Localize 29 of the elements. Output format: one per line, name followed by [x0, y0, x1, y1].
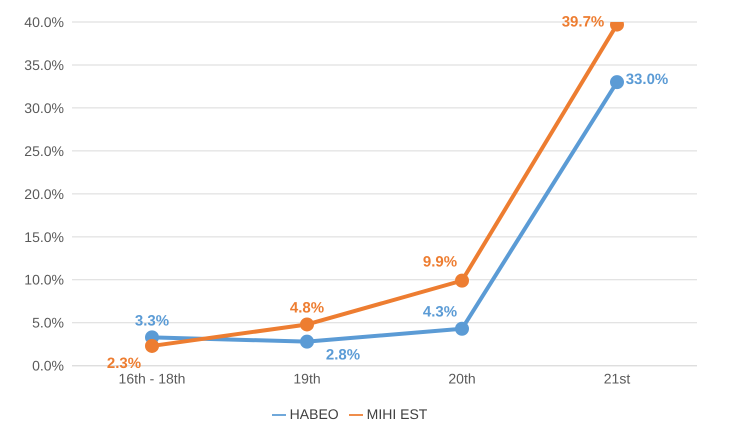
y-tick-label: 30.0% [24, 100, 64, 116]
data-label: 33.0% [626, 71, 668, 88]
y-tick-label: 10.0% [24, 272, 64, 288]
point [455, 274, 469, 288]
y-tick-label: 40.0% [24, 14, 64, 30]
legend-label: MIHI EST [366, 406, 428, 422]
x-tick-label: 16th - 18th [118, 370, 186, 387]
y-tick-label: 0.0% [32, 358, 64, 374]
point [610, 75, 624, 90]
point [300, 334, 314, 349]
y-tick-label: 15.0% [24, 228, 64, 245]
y-tick-label: 25.0% [24, 142, 64, 159]
point [145, 338, 159, 353]
data-label: 4.3% [422, 304, 458, 321]
data-label: 2.8% [326, 346, 360, 364]
x-tick-label: 19th [293, 370, 321, 387]
y-tick-label: 35.0% [24, 56, 64, 73]
point [455, 322, 469, 336]
data-label: 2.3% [106, 354, 142, 372]
point [300, 317, 314, 332]
x-tick-label: 21st [604, 370, 630, 387]
data-label: 3.3% [134, 312, 170, 330]
data-label: 4.8% [290, 299, 324, 316]
x-tick-label: 20th [448, 370, 476, 387]
data-label: 39.7% [562, 14, 604, 31]
legend-label: HABEO [290, 406, 339, 422]
y-tick-label: 5.0% [32, 314, 64, 331]
y-tick-label: 20.0% [24, 186, 64, 202]
data-label: 9.9% [422, 254, 458, 271]
